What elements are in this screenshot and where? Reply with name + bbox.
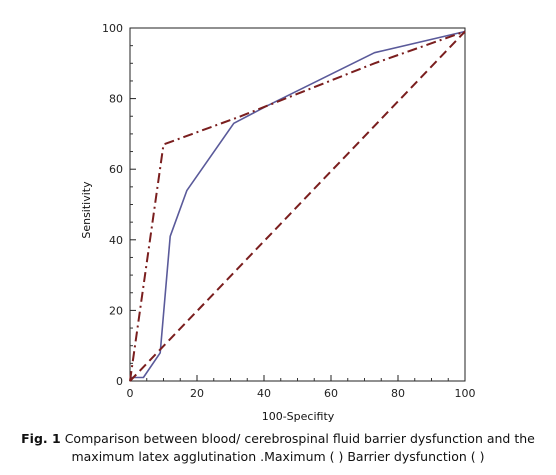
x-tick-label: 100 [455,387,476,400]
series-lines [129,30,466,382]
caption-line-1: Fig. 1 Comparison between blood/ cerebro… [0,430,556,448]
roc-chart: 0 20 40 60 80 100 0 20 40 60 80 100 100-Specifity S… [80,22,476,423]
series-line-dashed [129,30,466,382]
x-tick-label: 0 [127,387,134,400]
axis-ticks: 0 20 40 60 80 100 0 20 40 60 80 100 [102,22,476,400]
x-axis-title: 100-Specifity [262,410,335,423]
caption-line-2: maximum latex agglutination .Maximum ( )… [71,449,485,464]
figure-label: Fig. 1 [21,431,61,446]
x-tick-label: 20 [190,387,204,400]
x-tick-label: 60 [324,387,338,400]
series-line-dashdot [129,30,466,382]
y-tick-label: 100 [102,22,123,35]
series-line-solid [130,30,466,379]
figure-caption: Fig. 1 Comparison between blood/ cerebro… [0,430,556,466]
y-tick-label: 0 [116,375,123,388]
y-tick-label: 40 [109,234,123,247]
y-tick-label: 80 [109,93,123,106]
x-tick-label: 80 [391,387,405,400]
x-tick-label: 40 [257,387,271,400]
caption-text-1: Comparison between blood/ cerebrospinal … [60,431,535,446]
y-axis-title: Sensitivity [80,181,93,239]
y-tick-label: 20 [109,304,123,317]
y-tick-label: 60 [109,163,123,176]
